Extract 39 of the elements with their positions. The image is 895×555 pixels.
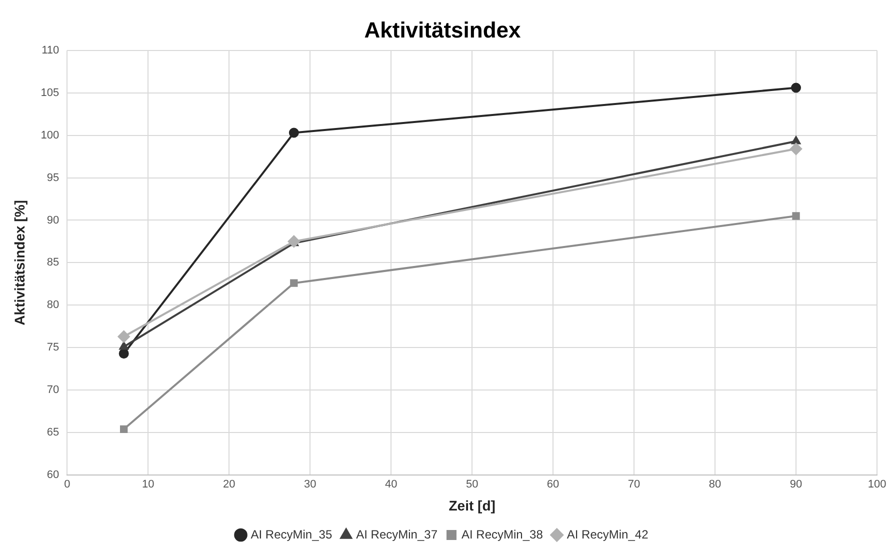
y-tick-label: 100	[40, 129, 60, 142]
point	[792, 136, 800, 144]
point	[119, 342, 128, 350]
y-tick-label: 95	[46, 172, 60, 184]
x-tick-label: 90	[790, 478, 802, 491]
legend-label: AI RecyMin_35	[250, 527, 332, 542]
legend-label: AI RecyMin_38	[462, 527, 544, 542]
point	[118, 348, 129, 359]
x-tick-label: 10	[142, 478, 154, 491]
point	[791, 82, 802, 93]
x-tick-label: 50	[466, 478, 478, 491]
point	[120, 425, 128, 433]
chart-title: Aktivitätsindex	[364, 17, 522, 42]
x-tick-label: 100	[868, 478, 886, 491]
point	[790, 142, 802, 155]
legend-label: AI RecyMin_42	[566, 527, 649, 542]
y-tick-label: 110	[42, 44, 60, 56]
x-axis-title: Zeit [d]	[448, 497, 496, 514]
x-tick-label: 60	[546, 478, 560, 491]
y-tick-label: 105	[40, 86, 60, 99]
y-tick-label: 80	[46, 299, 60, 312]
y-tick-label: 65	[46, 426, 60, 439]
x-tick-label: 30	[304, 478, 316, 491]
x-tick-label: 40	[384, 478, 398, 491]
y-tick-label: 70	[46, 384, 60, 396]
y-tick-label: 75	[46, 342, 60, 354]
point	[118, 330, 130, 343]
y-axis-title: Aktivitätsindex [%]	[11, 200, 28, 326]
y-tick-label: 90	[46, 214, 60, 226]
x-tick-label: 80	[708, 478, 722, 491]
point	[288, 128, 299, 138]
x-tick-label: 0	[64, 478, 70, 491]
point	[290, 279, 298, 287]
y-tick-label: 60	[46, 469, 60, 482]
x-tick-label: 20	[222, 478, 236, 491]
point	[792, 212, 800, 220]
x-tick-label: 70	[628, 478, 640, 491]
legend-label: AI RecyMin_37	[356, 527, 438, 542]
y-tick-label: 85	[46, 256, 60, 269]
